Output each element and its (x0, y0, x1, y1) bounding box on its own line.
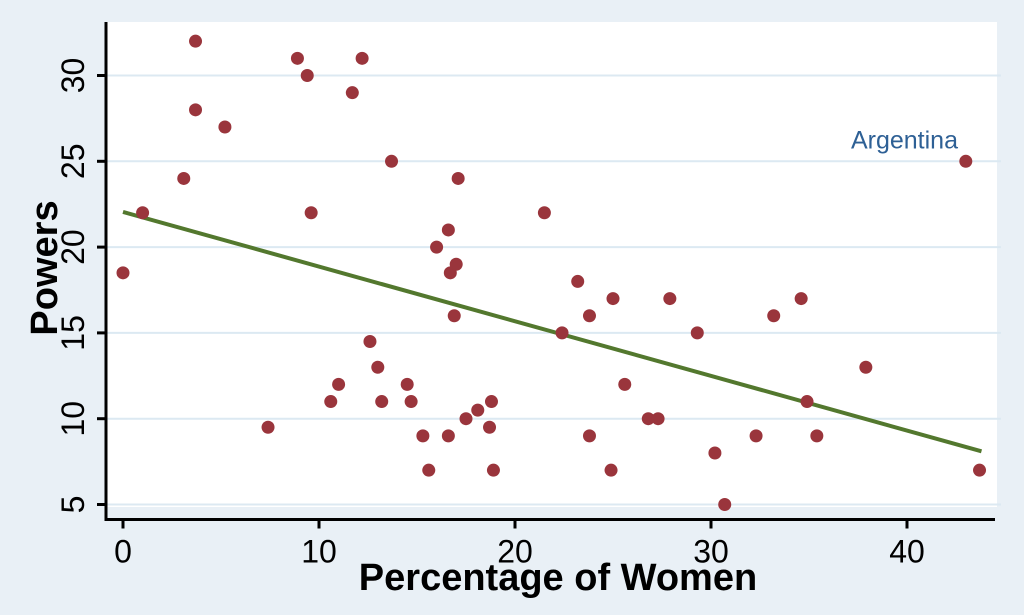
data-point (459, 412, 473, 426)
data-point (400, 377, 414, 391)
data-point (651, 412, 665, 426)
data-point (449, 257, 463, 271)
data-point (794, 292, 808, 306)
data-point (606, 292, 620, 306)
data-point (136, 206, 150, 220)
data-point (371, 360, 385, 374)
data-point (641, 412, 655, 426)
data-point (767, 309, 781, 323)
data-point (304, 206, 318, 220)
data-point (441, 429, 455, 443)
data-point (324, 395, 338, 409)
x-tick-label-40: 40 (889, 534, 925, 570)
y-tick-label-20: 20 (55, 229, 91, 265)
data-point (718, 498, 732, 511)
y-axis-title: Powers (24, 200, 66, 336)
data-point (385, 154, 399, 168)
data-point (582, 309, 596, 323)
data-point (800, 395, 814, 409)
data-point (290, 51, 304, 65)
data-point (618, 377, 632, 391)
data-point (555, 326, 569, 340)
data-point (345, 86, 359, 100)
data-point (177, 171, 191, 185)
data-point (447, 309, 461, 323)
data-point (189, 34, 203, 48)
x-tick-label-0: 0 (114, 534, 132, 570)
data-point (708, 446, 722, 460)
y-tick-label-15: 15 (55, 315, 91, 351)
x-tick-label-20: 20 (497, 534, 533, 570)
data-point (483, 420, 497, 434)
data-point (355, 51, 369, 65)
data-point (375, 395, 389, 409)
x-tick-label-30: 30 (693, 534, 729, 570)
data-point (486, 463, 500, 477)
data-point (363, 334, 377, 348)
data-point (663, 292, 677, 306)
data-point (749, 429, 763, 443)
data-point (300, 69, 314, 82)
fit-line (122, 209, 983, 454)
data-point (189, 103, 203, 117)
data-point (116, 266, 130, 280)
annotation-argentina: Argentina (850, 126, 958, 155)
data-point (218, 120, 232, 134)
data-point (810, 429, 824, 443)
y-tick-label-30: 30 (55, 58, 91, 94)
data-point (471, 403, 485, 417)
data-point (604, 463, 618, 477)
data-point (959, 154, 973, 168)
data-point (690, 326, 704, 340)
data-point (571, 274, 585, 288)
x-tick-label-10: 10 (301, 534, 337, 570)
y-tick-label-5: 5 (55, 496, 91, 514)
y-tick-label-25: 25 (55, 144, 91, 180)
data-point (537, 206, 551, 220)
data-point (859, 360, 873, 374)
x-axis-title: Percentage of Women (358, 557, 758, 599)
data-point (451, 171, 465, 185)
data-point (582, 429, 596, 443)
data-point (973, 463, 987, 477)
data-point (416, 429, 430, 443)
data-point (404, 395, 418, 409)
data-point (484, 395, 498, 409)
data-point (422, 463, 436, 477)
data-point (261, 420, 275, 434)
plot-area (106, 22, 997, 507)
y-tick-label-10: 10 (55, 401, 91, 437)
data-point (441, 223, 455, 237)
data-point (332, 377, 346, 391)
data-point (430, 240, 444, 254)
